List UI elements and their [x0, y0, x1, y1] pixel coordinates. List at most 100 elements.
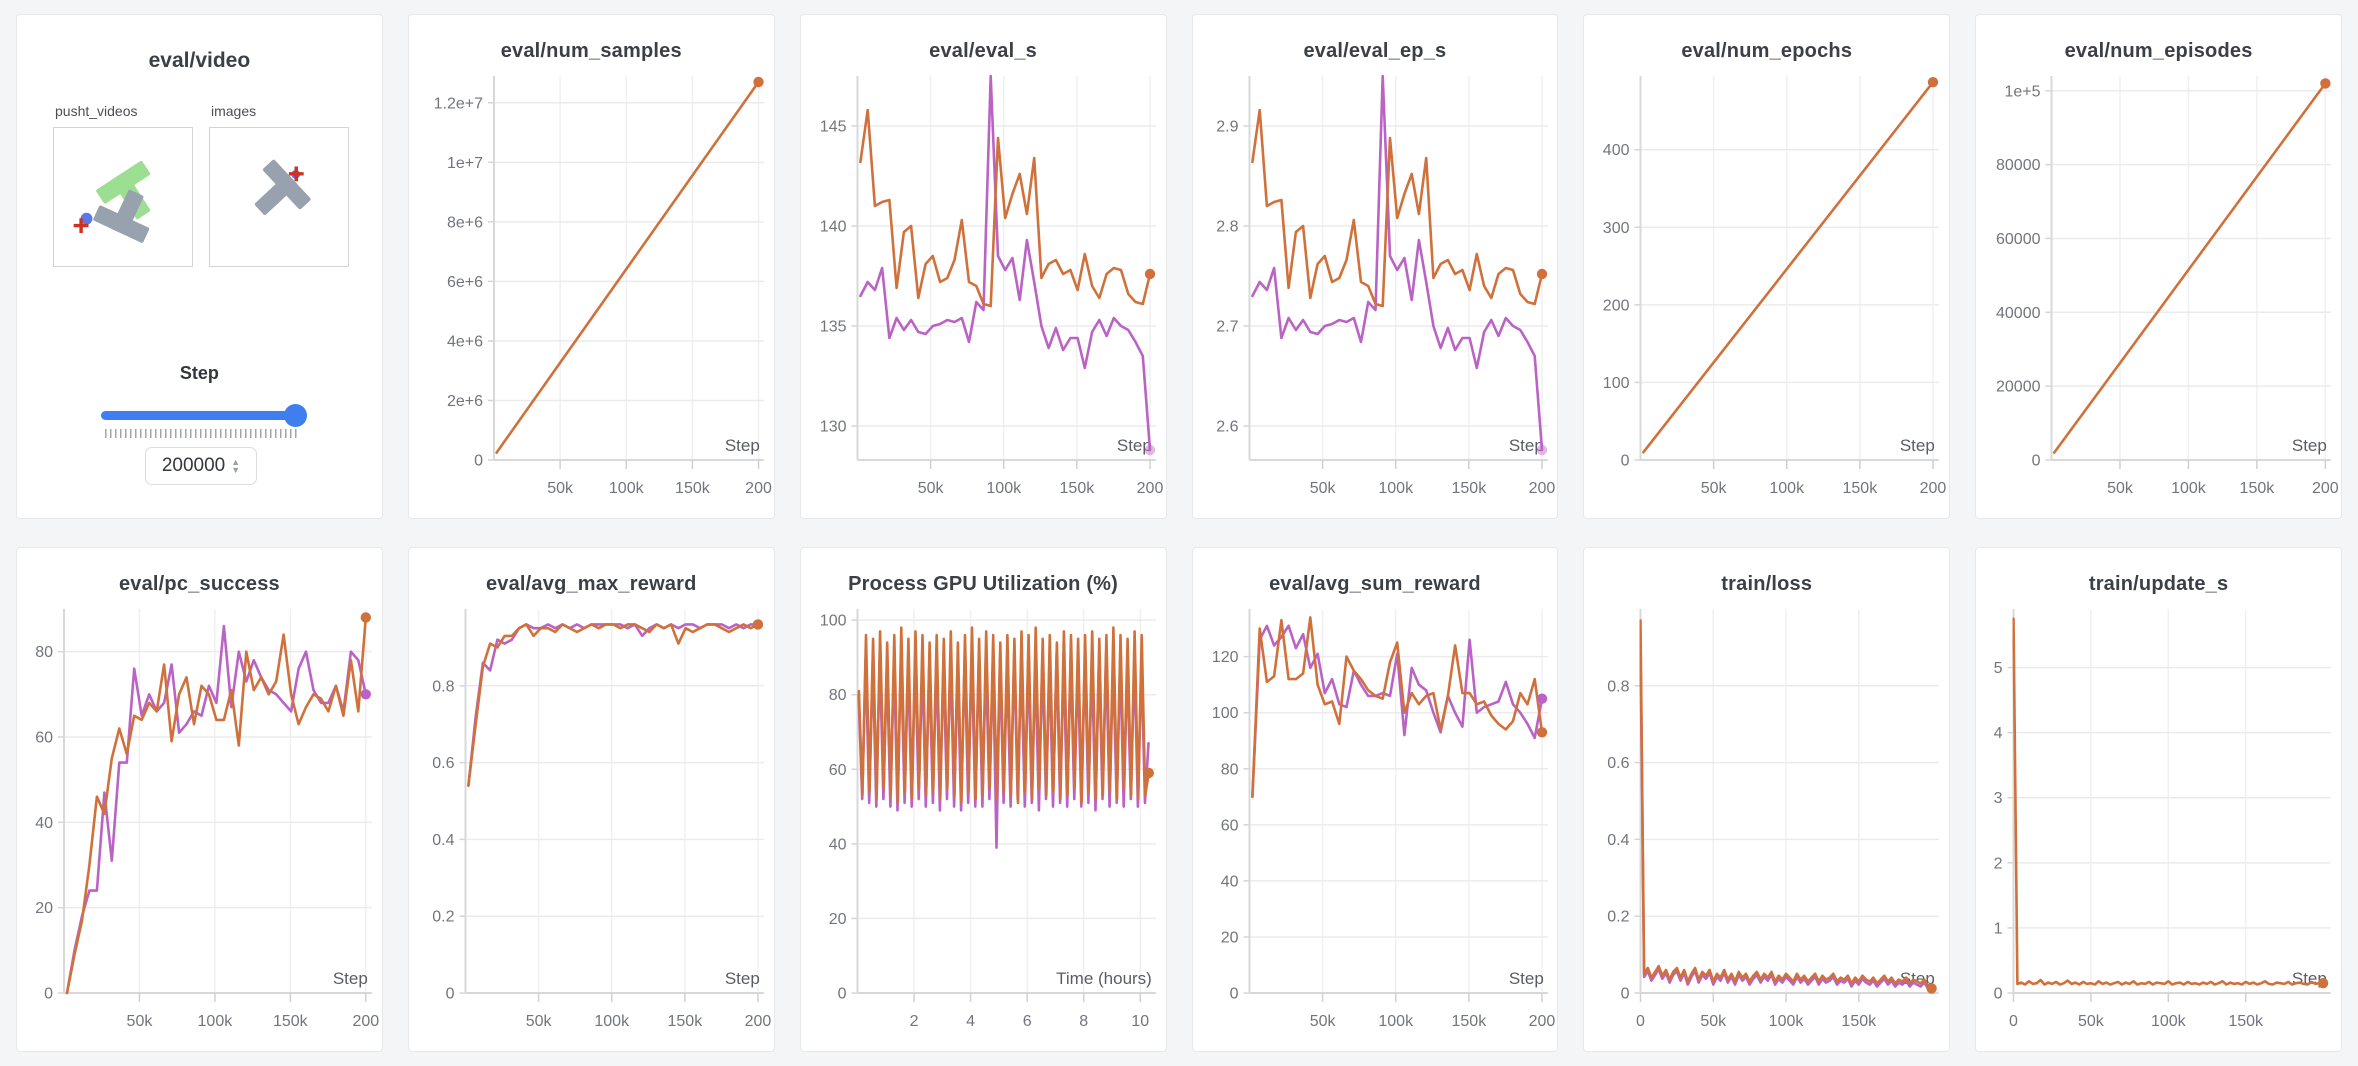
- svg-text:150k: 150k: [1842, 1013, 1878, 1030]
- svg-text:4: 4: [1994, 725, 2003, 742]
- chart-title: eval/num_epochs: [1681, 40, 1853, 62]
- svg-text:0: 0: [1636, 1013, 1645, 1030]
- svg-text:0: 0: [445, 986, 454, 1003]
- svg-text:4e+6: 4e+6: [447, 333, 483, 350]
- panel-eval-avg-max-reward[interactable]: eval/avg_max_reward 0 0.2 0.4 0.6 0.8 50k 100k…: [407, 547, 775, 1052]
- svg-text:145: 145: [819, 119, 846, 136]
- panel-eval-avg-sum-reward[interactable]: eval/avg_sum_reward 0 20 40 60 80 100 120 50k 10…: [1191, 547, 1559, 1052]
- svg-text:Step: Step: [1900, 436, 1935, 455]
- svg-text:200: 200: [2312, 480, 2339, 497]
- svg-text:100: 100: [1211, 705, 1238, 722]
- svg-text:0: 0: [2032, 453, 2041, 470]
- panel-train-update-s[interactable]: train/update_s 0 1 2 3 4 5 0 50k 100k 150k Step: [1975, 547, 2342, 1052]
- chart-eval-eval-s[interactable]: 130 135 140 145 50k 100k 150k 200 Step: [801, 66, 1166, 512]
- svg-text:200: 200: [1528, 480, 1555, 497]
- svg-text:0.8: 0.8: [1608, 678, 1630, 695]
- svg-text:Step: Step: [1508, 436, 1543, 455]
- chart-eval-eval-ep-s[interactable]: 2.6 2.7 2.8 2.9 50k 100k 150k 200 Step: [1193, 66, 1558, 512]
- svg-text:0: 0: [474, 453, 483, 470]
- panel-eval-num-samples[interactable]: eval/num_samples 0 2e+6 4e+6 6e+6 8e+6 1e+7 1.…: [407, 14, 775, 519]
- svg-text:Step: Step: [725, 436, 760, 455]
- svg-text:Step: Step: [725, 969, 760, 988]
- svg-text:0.8: 0.8: [432, 678, 454, 695]
- svg-text:20000: 20000: [1996, 379, 2041, 396]
- svg-text:50k: 50k: [127, 1013, 154, 1030]
- svg-text:150k: 150k: [1059, 480, 1095, 497]
- svg-text:50k: 50k: [1701, 480, 1728, 497]
- svg-text:2e+6: 2e+6: [447, 393, 483, 410]
- chart-eval-pc-success[interactable]: 0 20 40 60 80 50k 100k 150k 200 Step: [17, 599, 382, 1045]
- svg-text:8: 8: [1079, 1013, 1088, 1030]
- step-number-input[interactable]: 200000 ▲ ▼: [145, 447, 257, 485]
- svg-text:200: 200: [1136, 480, 1163, 497]
- svg-text:20: 20: [1220, 929, 1238, 946]
- svg-text:Step: Step: [2292, 436, 2327, 455]
- svg-text:100k: 100k: [2151, 1013, 2187, 1030]
- svg-text:0: 0: [837, 986, 846, 1003]
- svg-text:0: 0: [1621, 986, 1630, 1003]
- images-env-image: [254, 159, 311, 215]
- svg-text:80: 80: [828, 687, 846, 704]
- svg-text:2: 2: [909, 1013, 918, 1030]
- svg-text:200: 200: [1920, 480, 1947, 497]
- chart-eval-num-samples[interactable]: 0 2e+6 4e+6 6e+6 8e+6 1e+7 1.2e+7 50k 100k 150k 20…: [409, 66, 774, 512]
- chart-title: eval/avg_sum_reward: [1269, 573, 1481, 595]
- svg-text:60: 60: [828, 762, 846, 779]
- chart-process-gpu-utilization[interactable]: 0 20 40 60 80 100 2 4 6 8 10 Time (hours): [801, 599, 1166, 1045]
- svg-text:Step: Step: [333, 969, 368, 988]
- panel-process-gpu-utilization[interactable]: Process GPU Utilization (%) 0 20 40 60 80 100…: [799, 547, 1167, 1052]
- panel-eval-num-episodes[interactable]: eval/num_episodes 0 20000 40000 60000 80000 1…: [1975, 14, 2342, 519]
- svg-text:100k: 100k: [986, 480, 1022, 497]
- svg-text:200: 200: [744, 1013, 771, 1030]
- svg-text:140: 140: [819, 219, 846, 236]
- svg-text:0.4: 0.4: [432, 832, 454, 849]
- svg-text:3: 3: [1994, 790, 2003, 807]
- svg-text:100: 100: [1603, 375, 1630, 392]
- svg-text:20: 20: [828, 911, 846, 928]
- chart-title: eval/num_samples: [500, 40, 682, 62]
- chart-title: Process GPU Utilization (%): [848, 573, 1119, 595]
- svg-text:1.2e+7: 1.2e+7: [433, 95, 482, 112]
- svg-text:150k: 150k: [675, 480, 711, 497]
- video-thumbnail-images[interactable]: [209, 127, 349, 267]
- svg-text:40: 40: [828, 836, 846, 853]
- gray-t-shape: [254, 159, 311, 215]
- svg-text:Step: Step: [1117, 436, 1152, 455]
- agent-dot: [80, 212, 93, 225]
- chart-eval-num-episodes[interactable]: 0 20000 40000 60000 80000 1e+5 50k 100k 150k 200 S…: [1976, 66, 2341, 512]
- panel-eval-eval-s[interactable]: eval/eval_s 130 135 140 145 50k 100k 150k 200 St…: [799, 14, 1167, 519]
- svg-text:2.7: 2.7: [1216, 319, 1238, 336]
- svg-text:2: 2: [1994, 855, 2003, 872]
- stepper-arrows-icon[interactable]: ▲ ▼: [231, 457, 241, 475]
- svg-text:50k: 50k: [547, 480, 574, 497]
- pusht-env-image: [73, 160, 151, 243]
- panel-eval-pc-success[interactable]: eval/pc_success 0 20 40 60 80 50k 100k 150k 200 S…: [16, 547, 383, 1052]
- svg-text:135: 135: [819, 319, 846, 336]
- step-slider-track[interactable]: [101, 404, 307, 427]
- svg-text:100k: 100k: [198, 1013, 234, 1030]
- svg-text:50k: 50k: [1309, 1013, 1336, 1030]
- svg-text:0: 0: [1621, 453, 1630, 470]
- svg-text:6: 6: [1022, 1013, 1031, 1030]
- svg-text:100k: 100k: [609, 480, 645, 497]
- panel-eval-num-epochs[interactable]: eval/num_epochs 0 100 200 300 400 50k 100k 150k…: [1583, 14, 1951, 519]
- panel-train-loss[interactable]: train/loss 0 0.2 0.4 0.6 0.8 0 50k 100k 150k Step: [1583, 547, 1951, 1052]
- step-slider-ruler-ticks: [105, 429, 299, 438]
- chart-eval-avg-max-reward[interactable]: 0 0.2 0.4 0.6 0.8 50k 100k 150k 200 Step: [409, 599, 774, 1045]
- panel-eval-eval-ep-s[interactable]: eval/eval_ep_s 2.6 2.7 2.8 2.9 50k 100k 150k 20…: [1191, 14, 1559, 519]
- svg-text:40000: 40000: [1996, 305, 2041, 322]
- gray-t-shape: [93, 189, 150, 243]
- svg-text:200: 200: [1603, 297, 1630, 314]
- step-slider-thumb[interactable]: [284, 404, 307, 427]
- svg-text:Time (hours): Time (hours): [1056, 969, 1152, 988]
- chart-eval-num-epochs[interactable]: 0 100 200 300 400 50k 100k 150k 200 Step: [1584, 66, 1949, 512]
- video-thumbnail-pusht[interactable]: [53, 127, 193, 267]
- svg-text:10: 10: [1131, 1013, 1149, 1030]
- goal-cross: [73, 218, 89, 233]
- video-panel-title: eval/video: [148, 49, 251, 72]
- chart-eval-avg-sum-reward[interactable]: 0 20 40 60 80 100 120 50k 100k 150k 200 Step: [1193, 599, 1558, 1045]
- svg-text:0.2: 0.2: [432, 909, 454, 926]
